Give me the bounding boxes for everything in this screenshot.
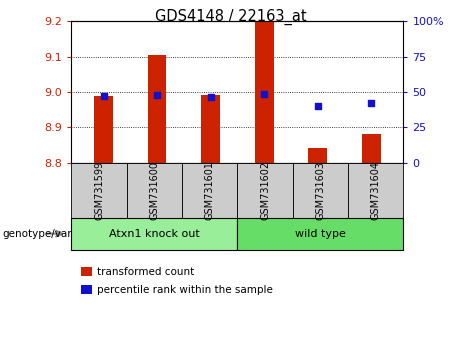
- Text: wild type: wild type: [295, 229, 346, 239]
- Point: [314, 103, 321, 109]
- Text: GDS4148 / 22163_at: GDS4148 / 22163_at: [155, 9, 306, 25]
- Point: [207, 94, 214, 100]
- Text: transformed count: transformed count: [97, 267, 194, 277]
- Text: genotype/variation: genotype/variation: [2, 229, 101, 239]
- Text: GSM731600: GSM731600: [149, 161, 160, 220]
- Text: percentile rank within the sample: percentile rank within the sample: [97, 285, 273, 295]
- Point: [100, 93, 107, 98]
- Text: GSM731603: GSM731603: [315, 161, 325, 220]
- Text: Atxn1 knock out: Atxn1 knock out: [109, 229, 200, 239]
- Text: GSM731604: GSM731604: [371, 161, 381, 220]
- Text: GSM731599: GSM731599: [94, 161, 104, 220]
- Bar: [308, 148, 327, 163]
- Bar: [94, 96, 113, 163]
- Point: [367, 101, 375, 106]
- Text: GSM731601: GSM731601: [205, 161, 215, 220]
- Bar: [362, 134, 381, 163]
- Bar: [255, 22, 273, 163]
- Point: [154, 92, 161, 98]
- Text: GSM731602: GSM731602: [260, 161, 270, 220]
- Bar: [148, 55, 166, 163]
- Bar: [201, 95, 220, 163]
- Point: [260, 91, 268, 97]
